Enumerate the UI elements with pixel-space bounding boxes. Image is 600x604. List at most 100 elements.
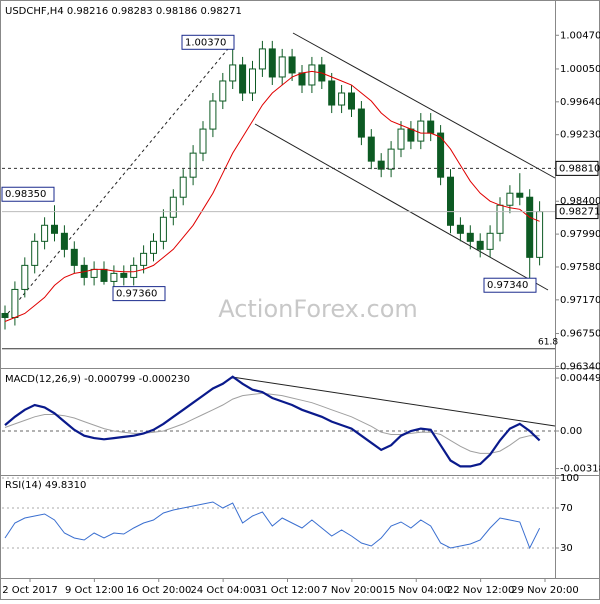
candle-body xyxy=(70,248,78,266)
candle-body xyxy=(219,80,227,102)
y-tick-label: 70 xyxy=(560,503,573,514)
candle-body xyxy=(159,216,167,242)
resistance-label: 0.98810 xyxy=(559,163,600,174)
price-box xyxy=(555,160,599,176)
series-line xyxy=(4,392,540,454)
candle-body xyxy=(417,120,425,142)
candle-body xyxy=(249,68,256,94)
y-tick-label: -0.003186 xyxy=(560,464,600,475)
series-line xyxy=(4,501,541,550)
price-label: 0.97360 xyxy=(116,289,157,300)
price-label-box xyxy=(483,277,537,293)
candle-body xyxy=(348,92,355,110)
candle-body xyxy=(90,268,98,278)
y-tick-label: 1.00470 xyxy=(560,30,600,41)
x-tick-label: 24 Oct 04:00 xyxy=(191,585,256,596)
candle-body xyxy=(516,192,524,198)
y-tick-label: 1.00050 xyxy=(560,64,600,75)
candle-body xyxy=(447,176,454,226)
candle-body xyxy=(120,272,128,278)
y-tick-label: 0.97170 xyxy=(560,295,600,306)
price-box xyxy=(555,204,599,220)
candle-body xyxy=(268,48,276,78)
candle-body xyxy=(258,48,266,70)
macd-trend-line xyxy=(231,376,556,427)
y-tick-label: 0.99230 xyxy=(560,130,600,141)
y-tick-label: 0.96750 xyxy=(560,329,600,340)
x-tick-label: 15 Nov 04:00 xyxy=(383,585,450,596)
x-tick-label: 31 Oct 12:00 xyxy=(255,585,320,596)
candle-body xyxy=(60,232,68,250)
y-tick-label: 0.98400 xyxy=(560,196,600,207)
candle-body xyxy=(338,92,346,106)
y-tick-label: 30 xyxy=(560,543,573,554)
candle-body xyxy=(328,80,336,106)
price-label: 0.97340 xyxy=(487,280,528,291)
x-tick-label: 7 Nov 20:00 xyxy=(321,585,382,596)
candle-body xyxy=(496,204,504,234)
x-tick-label: 16 Oct 20:00 xyxy=(126,585,191,596)
price-label: 1.00370 xyxy=(185,37,226,48)
moving-average xyxy=(4,70,540,322)
y-tick-label: 0.96340 xyxy=(560,361,600,372)
candle-body xyxy=(239,64,247,94)
channel-line xyxy=(292,32,556,179)
macd-title: MACD(12,26,9) -0.000799 -0.000230 xyxy=(5,374,190,385)
candle-body xyxy=(278,56,286,78)
y-tick-label: 100 xyxy=(560,473,579,484)
candle-body xyxy=(169,196,177,218)
price-label-box xyxy=(112,286,166,302)
candle-body xyxy=(466,232,474,242)
y-tick-label: 0.004493 xyxy=(560,373,600,384)
price-label: 0.98350 xyxy=(5,189,46,200)
candle-body xyxy=(367,136,375,162)
x-tick-label: 22 Nov 12:00 xyxy=(447,585,514,596)
candle-body xyxy=(308,64,316,86)
chart-title: USDCHF,H4 0.98216 0.98283 0.98186 0.9827… xyxy=(5,6,242,17)
candle-body xyxy=(397,128,405,150)
candle-body xyxy=(536,211,544,258)
y-tick-label: 0.99640 xyxy=(560,97,600,108)
candle-body xyxy=(437,132,445,178)
candle-body xyxy=(150,240,157,254)
candle-body xyxy=(110,272,118,282)
y-tick-label: 0.00 xyxy=(560,426,582,437)
candle-body xyxy=(21,264,29,290)
x-tick-label: 9 Oct 12:00 xyxy=(65,585,124,596)
rsi-title: RSI(14) 49.8310 xyxy=(5,480,86,491)
candle-body xyxy=(100,268,108,282)
candle-body xyxy=(209,100,217,130)
candle-body xyxy=(407,128,415,142)
candle-body xyxy=(179,176,187,198)
candle-body xyxy=(476,240,484,250)
y-tick-label: 0.97990 xyxy=(560,229,600,240)
price-label-box xyxy=(1,186,55,202)
candle-body xyxy=(298,72,306,86)
x-tick-label: 2 Oct 2017 xyxy=(2,585,57,596)
candle-body xyxy=(357,108,365,138)
y-tick-label: 0.97580 xyxy=(560,262,600,273)
channel-line xyxy=(254,123,549,291)
series-line xyxy=(4,375,541,468)
candle-body xyxy=(288,56,296,74)
candle-body xyxy=(11,288,19,318)
candle-body xyxy=(51,224,58,234)
candle-body xyxy=(427,120,435,134)
candle-body xyxy=(387,148,395,170)
last-price-label: 0.98271 xyxy=(559,207,600,218)
candle-body xyxy=(456,224,464,234)
candle-body xyxy=(41,224,49,242)
price-label-box xyxy=(181,34,235,50)
candle-body xyxy=(506,192,514,206)
fibonacci-label: 61.8 xyxy=(538,337,558,347)
watermark: ActionForex.com xyxy=(218,295,418,323)
candle-body xyxy=(31,240,39,266)
candle-body xyxy=(526,196,534,258)
candle-body xyxy=(486,232,494,250)
x-tick-label: 29 Nov 20:00 xyxy=(511,585,578,596)
candle-body xyxy=(229,64,237,82)
candle-body xyxy=(140,252,148,266)
candle-body xyxy=(377,160,385,170)
